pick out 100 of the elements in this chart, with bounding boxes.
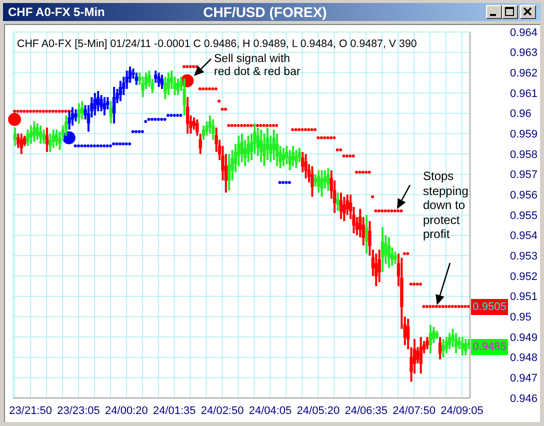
y-tick-label: 0.946 [510, 392, 538, 405]
candlestick [48, 132, 52, 153]
candlestick [387, 236, 391, 269]
point [124, 142, 128, 146]
y-tick-label: 0.963 [510, 47, 538, 60]
candlestick [374, 252, 378, 288]
candlestick [228, 153, 231, 192]
y-tick-label: 0.951 [510, 291, 538, 304]
candlestick [444, 336, 448, 354]
candlestick [460, 336, 464, 356]
y-tick-label: 0.958 [510, 148, 538, 161]
x-tick-label: 24/07:50 [392, 404, 436, 417]
point [86, 144, 90, 148]
point [150, 118, 154, 121]
point [77, 144, 80, 148]
point [102, 144, 106, 148]
candlestick [38, 124, 42, 145]
annotation: Sell signal with red dot & red bar [214, 53, 302, 79]
candlestick [93, 92, 96, 116]
candlestick [288, 148, 292, 172]
point [156, 118, 160, 121]
y-tick-label: 0.959 [510, 128, 538, 141]
candlestick [339, 192, 343, 220]
candlestick [438, 336, 442, 360]
candlestick [42, 128, 46, 145]
point [147, 118, 150, 121]
candlestick [448, 332, 452, 350]
candlestick [29, 124, 33, 145]
candlestick [259, 128, 263, 164]
candlestick [426, 336, 429, 350]
point [140, 130, 144, 134]
point [80, 144, 84, 148]
candlestick [294, 148, 298, 170]
point [160, 118, 164, 121]
point [112, 142, 116, 146]
candlestick [36, 122, 39, 141]
point [118, 142, 122, 146]
x-tick-label: 24/09:05 [440, 404, 484, 417]
candlestick [64, 114, 68, 137]
candlestick [26, 128, 30, 147]
y-tick-label: 0.954 [510, 230, 538, 242]
candlestick [109, 100, 112, 124]
candlestick [74, 108, 78, 122]
candlestick [336, 192, 340, 212]
x-tick-label: 24/04:05 [248, 404, 292, 417]
y-tick-label: 0.957 [510, 169, 538, 182]
candlestick [100, 94, 103, 112]
point [179, 114, 182, 117]
point [92, 144, 96, 148]
x-tick-label: 24/01:35 [152, 404, 196, 417]
annotation: Stops stepping down to protect profit [423, 169, 470, 242]
point [170, 114, 173, 117]
y-tick-label: 0.956 [510, 190, 538, 202]
candlestick [182, 78, 186, 116]
x-tick-label: 24/05:20 [296, 404, 340, 417]
point [172, 114, 176, 117]
point [106, 144, 109, 148]
point [131, 130, 134, 134]
candlestick [112, 86, 116, 124]
point [83, 144, 86, 148]
candlestick [54, 128, 58, 147]
candlestick [320, 169, 324, 198]
candlestick [464, 338, 468, 356]
point [134, 130, 138, 134]
candlestick [291, 144, 295, 168]
point [99, 144, 102, 148]
point [166, 114, 170, 117]
y-tick-label: 0.961 [510, 88, 538, 100]
x-tick-label: 23/21:50 [9, 404, 52, 417]
candlestick [394, 250, 397, 265]
point [288, 180, 291, 184]
point [138, 130, 141, 134]
x-tick-label: 24/02:50 [200, 404, 244, 417]
point [163, 118, 166, 121]
candlestick [141, 76, 144, 98]
candlestick [282, 146, 286, 168]
point [122, 142, 125, 146]
point [108, 144, 112, 148]
point [90, 144, 93, 148]
x-tick-label: 23/23:05 [57, 404, 100, 417]
point [74, 144, 77, 148]
candlestick [164, 76, 167, 100]
y-tick-label: 0.96 [510, 108, 532, 120]
candlestick [275, 132, 279, 168]
x-tick-label: 24/00:20 [105, 404, 148, 417]
candlestick [419, 336, 422, 375]
candlestick [326, 167, 330, 192]
candlestick [166, 72, 170, 96]
chart-title: CHF/USD (FOREX) [203, 3, 327, 21]
point [176, 114, 180, 117]
y-tick-label: 0.948 [510, 352, 538, 364]
point [8, 112, 22, 126]
candlestick [212, 118, 215, 141]
candlestick [454, 332, 458, 354]
candlestick [364, 214, 368, 255]
y-tick-label: 0.964 [510, 26, 538, 39]
candlestick [20, 132, 23, 155]
x-tick-label: 24/06:35 [344, 404, 388, 417]
annotation: 0.9485 [471, 339, 508, 356]
y-tick-label: 0.949 [510, 332, 538, 344]
